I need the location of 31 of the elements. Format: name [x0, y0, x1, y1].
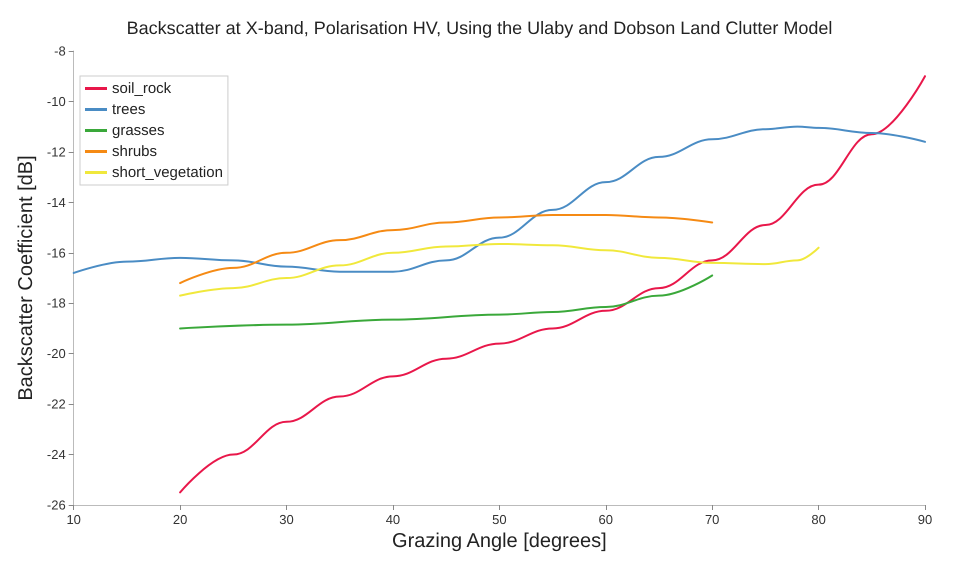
- x-tick-label: 50: [492, 512, 507, 527]
- y-tick-label: -24: [46, 447, 66, 462]
- y-tick-label: -26: [46, 498, 66, 512]
- y-axis-title: Backscatter Coefficient [dB]: [15, 155, 37, 401]
- legend-label: shrubs: [112, 143, 158, 160]
- y-tick-label: -8: [54, 44, 66, 58]
- line-series: [72, 126, 926, 274]
- legend-label: soil_rock: [112, 80, 172, 97]
- x-tick-label: 10: [66, 512, 81, 527]
- legend-label: short_vegetation: [112, 164, 223, 181]
- x-tick-label: 80: [811, 512, 826, 527]
- y-tick-label: -14: [46, 194, 66, 210]
- x-tick-label: 60: [598, 512, 613, 527]
- x-tick-label: 30: [279, 512, 294, 527]
- x-tick-label: 90: [918, 512, 932, 527]
- x-tick-label: 70: [704, 512, 720, 527]
- y-tick-label: -16: [46, 245, 66, 260]
- legend-label: trees: [112, 101, 146, 118]
- x-axis-title: Grazing Angle [degrees]: [392, 530, 607, 552]
- y-tick-label: -10: [46, 94, 66, 109]
- line-series: [179, 274, 714, 330]
- y-tick-label: -20: [46, 346, 66, 362]
- y-tick-label: -12: [46, 144, 66, 160]
- legend-label: grasses: [112, 122, 165, 139]
- y-tick-label: -22: [46, 396, 66, 412]
- x-tick-label: 40: [386, 512, 400, 527]
- y-tick-label: -18: [46, 296, 66, 311]
- chart-title: Backscatter at X-band, Polarisation HV, Using the Ulaby and Dobson Land Clutter Model: [126, 18, 832, 38]
- line-series: [179, 214, 714, 284]
- x-tick-label: 20: [172, 512, 188, 527]
- line-series: [179, 242, 820, 297]
